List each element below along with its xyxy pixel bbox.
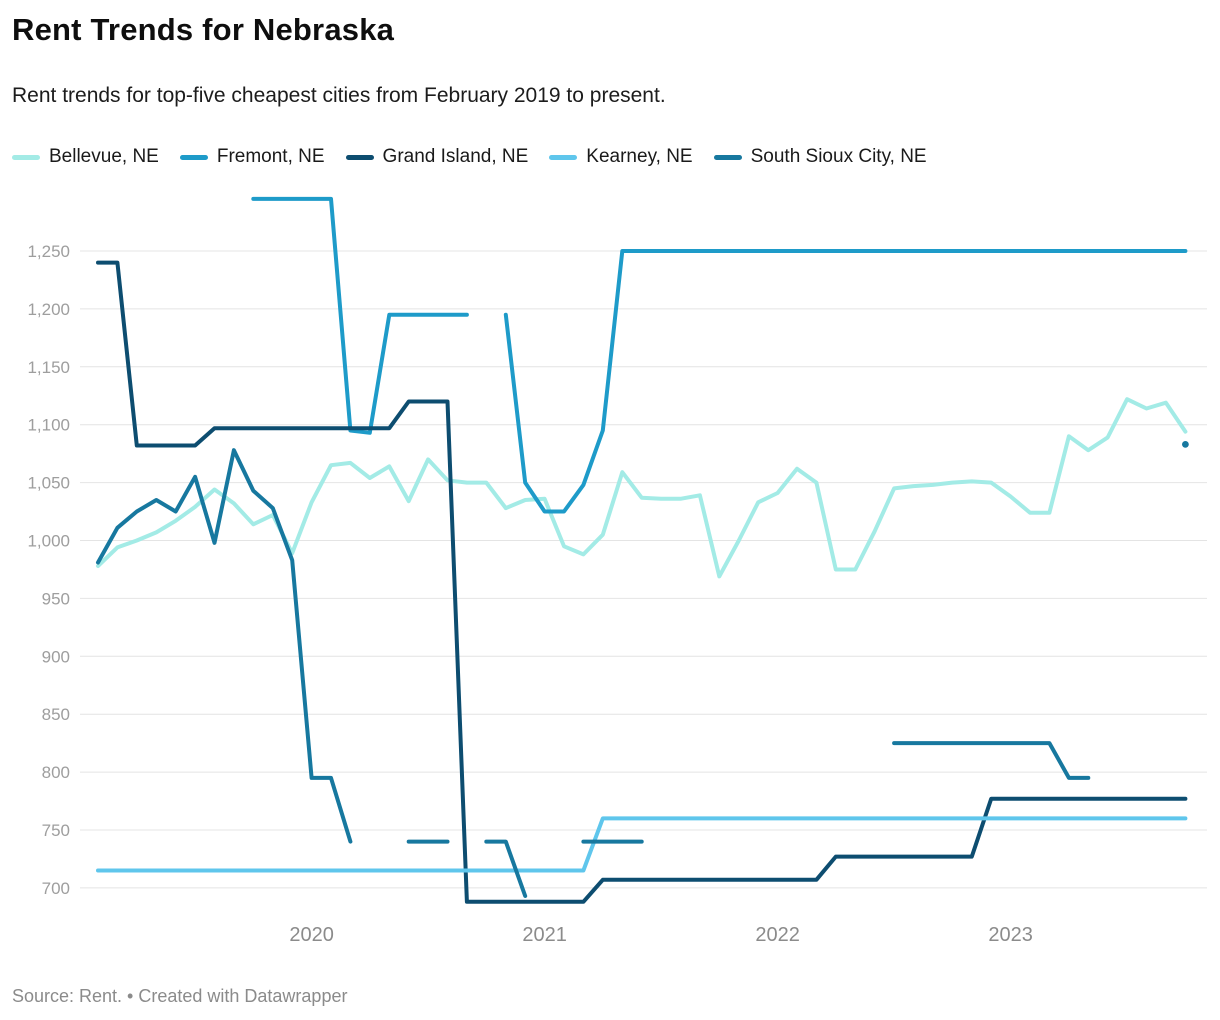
legend-item-grand-island-ne[interactable]: Grand Island, NE: [345, 146, 529, 168]
y-tick-label: 800: [42, 763, 70, 782]
legend-label-fremont-ne: Fremont, NE: [216, 146, 325, 167]
series-line-bellevue-ne[interactable]: [96, 397, 1188, 579]
series-line-grand-island-ne[interactable]: [96, 260, 1188, 904]
legend-swatch-bellevue-ne: [12, 154, 40, 160]
x-tick-label: 2021: [522, 924, 567, 946]
legend-swatch-grand-island-ne: [345, 154, 374, 160]
y-tick-label: 750: [42, 821, 70, 840]
series-line-fremont-ne[interactable]: [503, 249, 1188, 514]
series-line-kearney-ne[interactable]: [96, 816, 1188, 873]
series-line-fremont-ne[interactable]: [251, 196, 469, 435]
y-tick-label: 900: [42, 647, 70, 666]
x-tick-label: 2022: [755, 924, 800, 946]
legend-item-south-sioux-city-ne[interactable]: South Sioux City, NE: [713, 146, 927, 168]
legend-label-south-sioux-city-ne: South Sioux City, NE: [750, 146, 927, 167]
legend-label-grand-island-ne: Grand Island, NE: [382, 146, 529, 167]
chart-source: Source: Rent. • Created with Datawrapper: [12, 986, 348, 1006]
x-tick-label: 2020: [289, 924, 334, 946]
y-tick-label: 1,150: [27, 358, 70, 377]
legend-swatch-fremont-ne: [179, 154, 208, 160]
y-tick-label: 1,250: [27, 242, 70, 261]
chart-legend: Bellevue, NE Fremont, NE Grand Island, NE K…: [12, 146, 927, 168]
page-title: Rent Trends for Nebraska: [12, 12, 395, 47]
series-line-south-sioux-city-ne[interactable]: [96, 448, 353, 844]
legend-swatch-kearney-ne: [549, 154, 578, 160]
legend-item-kearney-ne[interactable]: Kearney, NE: [549, 146, 693, 168]
y-tick-label: 1,100: [27, 416, 70, 435]
y-tick-label: 1,200: [27, 300, 70, 319]
x-tick-label: 2023: [988, 924, 1033, 946]
series-line-south-sioux-city-ne[interactable]: [892, 741, 1091, 780]
y-tick-label: 1,050: [27, 474, 70, 493]
chart-subtitle: Rent trends for top-five cheapest cities…: [12, 84, 666, 107]
y-tick-label: 1,000: [27, 532, 70, 551]
series-line-south-sioux-city-ne[interactable]: [484, 839, 528, 898]
legend-item-fremont-ne[interactable]: Fremont, NE: [179, 146, 325, 168]
y-tick-label: 850: [42, 705, 70, 724]
series-point-south-sioux-city-ne[interactable]: [1182, 441, 1189, 448]
y-tick-label: 700: [42, 879, 70, 898]
legend-label-kearney-ne: Kearney, NE: [586, 146, 693, 167]
legend-label-bellevue-ne: Bellevue, NE: [49, 146, 159, 167]
y-tick-label: 950: [42, 589, 70, 608]
legend-swatch-south-sioux-city-ne: [713, 154, 742, 160]
legend-item-bellevue-ne[interactable]: Bellevue, NE: [12, 146, 159, 168]
